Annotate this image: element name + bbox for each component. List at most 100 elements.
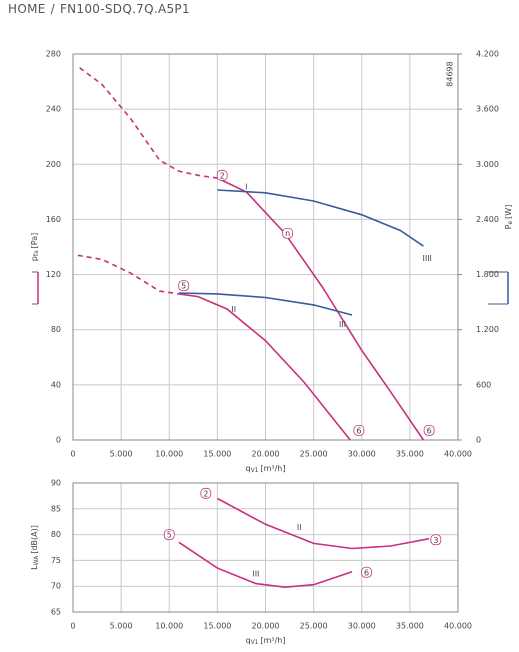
x-axis-label-unit: [m³/h] xyxy=(260,464,285,473)
annotation: 6 xyxy=(364,568,369,577)
annotation: III xyxy=(252,569,259,578)
annotation: 2 xyxy=(220,171,225,180)
annotation-badge xyxy=(282,227,294,239)
y-tick-label: 280 xyxy=(46,50,61,59)
breadcrumb-current: FN100-SDQ.7Q.A5P1 xyxy=(59,2,190,16)
annotation: 3 xyxy=(433,536,438,545)
y2-tick-label: 0 xyxy=(476,436,481,445)
y-axis-label-sub: fa xyxy=(33,250,40,256)
y-axis-label-main: p xyxy=(30,256,39,261)
x-axis-label-sub: V1 xyxy=(251,639,259,646)
y-tick-label: 90 xyxy=(51,479,61,488)
y2-tick-label: 3.000 xyxy=(476,160,499,169)
y2-axis-label-unit: [W] xyxy=(504,205,513,219)
y2-axis-label-main: P xyxy=(504,224,513,229)
x-tick-label: 30.000 xyxy=(348,450,376,459)
y-tick-label: 70 xyxy=(51,582,61,591)
y-axis-label-unit: [dB(A)] xyxy=(30,525,39,554)
annotation-badge xyxy=(178,280,190,292)
x-tick-label: 0 xyxy=(70,450,75,459)
series-line xyxy=(217,189,424,247)
y2-tick-label: 600 xyxy=(476,380,491,389)
y-axis-label-sub: WA xyxy=(33,555,40,566)
annotation: II xyxy=(231,305,236,314)
annotation: 6 xyxy=(356,426,361,435)
chart-code: 84698 xyxy=(446,61,455,86)
y-tick-label: 200 xyxy=(46,160,61,169)
x-tick-label: 0 xyxy=(70,622,75,631)
annotation-badge xyxy=(353,424,365,436)
y2-tick-label: 3.600 xyxy=(476,105,499,114)
x-tick-label: 25.000 xyxy=(300,450,328,459)
y-tick-label: 85 xyxy=(51,504,61,513)
y-tick-label: 65 xyxy=(51,608,61,617)
x-tick-label: 20.000 xyxy=(252,622,280,631)
annotation: 5 xyxy=(181,282,186,291)
x-tick-label: 15.000 xyxy=(203,450,231,459)
x-axis-label: qV1 [m³/h] xyxy=(245,464,285,474)
annotation-badge xyxy=(163,529,175,540)
annotation-badge xyxy=(200,487,212,499)
series-line xyxy=(79,67,218,179)
y2-tick-label: 2.400 xyxy=(476,215,499,224)
y-axis-label-main: L xyxy=(30,565,39,570)
x-tick-label: 25.000 xyxy=(300,622,328,631)
y2-axis-label: Pe [W] xyxy=(504,205,514,230)
y-axis-label-unit: [Pa] xyxy=(30,233,39,249)
x-axis-label-main: q xyxy=(245,636,250,645)
x-tick-label: 30.000 xyxy=(348,622,376,631)
x-tick-label: 35.000 xyxy=(396,622,424,631)
y-tick-label: 80 xyxy=(51,530,61,539)
breadcrumb-separator: / xyxy=(50,2,55,16)
breadcrumb: HOME / FN100-SDQ.7Q.A5P1 xyxy=(8,2,195,16)
x-tick-label: 10.000 xyxy=(155,450,183,459)
annotation: 2 xyxy=(203,489,208,498)
annotation: 6 xyxy=(427,426,432,435)
y-tick-label: 160 xyxy=(46,215,61,224)
x-tick-label: 20.000 xyxy=(252,450,280,459)
series-line xyxy=(178,292,353,316)
y2-tick-label: 1.800 xyxy=(476,270,499,279)
annotation: III xyxy=(339,320,346,329)
x-axis-label-main: q xyxy=(245,464,250,473)
x-tick-label: 40.000 xyxy=(444,622,472,631)
annotation: IIII xyxy=(422,254,431,263)
y-tick-label: 75 xyxy=(51,556,61,565)
x-axis-label: qV1 [m³/h] xyxy=(245,636,285,646)
annotation: I xyxy=(245,182,247,191)
series-line xyxy=(217,497,430,550)
series-line xyxy=(77,254,180,295)
y-axis-label: pfa[Pa] xyxy=(30,233,40,261)
y-tick-label: 40 xyxy=(51,380,61,389)
series-line xyxy=(178,293,351,441)
x-tick-label: 5.000 xyxy=(110,622,133,631)
series-line xyxy=(217,177,425,441)
annotation-badge xyxy=(423,424,435,436)
y-tick-label: 120 xyxy=(46,270,61,279)
y2-tick-label: 4.200 xyxy=(476,50,499,59)
y2-tick-label: 1.200 xyxy=(476,325,499,334)
x-tick-label: 40.000 xyxy=(444,450,472,459)
x-axis-label-sub: V1 xyxy=(251,467,259,474)
x-tick-label: 15.000 xyxy=(203,622,231,631)
x-tick-label: 10.000 xyxy=(155,622,183,631)
plot-frame xyxy=(72,482,459,613)
annotation: 5 xyxy=(167,531,172,540)
annotation-badge xyxy=(430,534,442,546)
annotation-badge xyxy=(361,566,372,578)
annotation: II xyxy=(297,523,302,532)
y2-axis-label-sub: e xyxy=(507,221,514,225)
y-tick-label: 240 xyxy=(46,105,61,114)
breadcrumb-home[interactable]: HOME xyxy=(8,2,46,16)
y-tick-label: 0 xyxy=(56,436,61,445)
plot-frame xyxy=(72,53,459,441)
x-tick-label: 5.000 xyxy=(110,450,133,459)
y-axis-label: LWA[dB(A)] xyxy=(30,525,40,570)
x-axis-label-unit: [m³/h] xyxy=(260,636,285,645)
annotation-badge xyxy=(216,169,228,181)
x-tick-label: 35.000 xyxy=(396,450,424,459)
series-line xyxy=(178,541,353,589)
annotation: n xyxy=(285,229,290,238)
